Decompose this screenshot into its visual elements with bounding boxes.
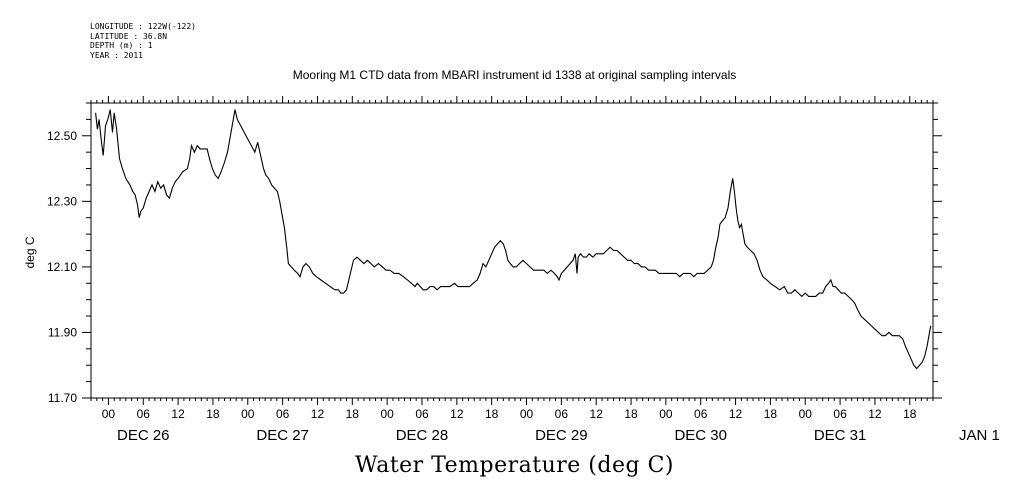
x-tick-label: 06 (694, 407, 708, 421)
x-tick-label: 18 (764, 407, 778, 421)
x-tick-label: 00 (241, 407, 255, 421)
x-tick-label: 00 (799, 407, 813, 421)
plot-frame (90, 102, 934, 399)
y-tick-label: 12.50 (47, 129, 77, 143)
x-tick-label: 12 (729, 407, 743, 421)
x-tick-label: 06 (276, 407, 290, 421)
longitude-label: LONGITUDE : 122W(-122) (90, 22, 196, 31)
x-tick-label: 00 (380, 407, 394, 421)
x-tick-label: 18 (903, 407, 917, 421)
series-line-water-temperature (95, 109, 932, 370)
y-tick-label: 12.30 (47, 194, 77, 208)
y-tick-label: 11.90 (48, 325, 77, 339)
y-axis-label: deg C (23, 236, 37, 268)
x-tick-label: 06 (415, 407, 429, 421)
x-axis-title: Water Temperature (deg C) (355, 453, 674, 478)
metadata-block: LONGITUDE : 122W(-122) LATITUDE : 36.8N … (90, 22, 196, 60)
y-tick-label: 12.10 (47, 260, 77, 274)
x-tick-label: 12 (450, 407, 464, 421)
x-tick-label: 18 (206, 407, 220, 421)
x-tick-label: 18 (624, 407, 638, 421)
x-tick-label: 12 (171, 407, 185, 421)
x-tick-label: 18 (346, 407, 360, 421)
x-day-label: DEC 26 (117, 427, 170, 444)
x-tick-label: 06 (555, 407, 569, 421)
y-tick-label: 11.70 (48, 391, 77, 405)
x-tick-label: 00 (102, 407, 116, 421)
x-day-label: DEC 29 (535, 427, 588, 444)
x-day-label: DEC 31 (814, 427, 867, 444)
x-tick-label: 12 (590, 407, 604, 421)
x-tick-label: 00 (520, 407, 534, 421)
latitude-label: LATITUDE : 36.8N (90, 31, 168, 41)
x-tick-label: 18 (485, 407, 499, 421)
x-day-label: DEC 28 (396, 427, 449, 444)
x-tick-label: 06 (137, 407, 151, 421)
chart-title: Mooring M1 CTD data from MBARI instrumen… (292, 68, 737, 82)
x-tick-label: 12 (311, 407, 325, 421)
x-day-label: DEC 30 (674, 427, 727, 444)
x-day-label: JAN 1 (959, 427, 1000, 444)
x-tick-label: 06 (833, 407, 847, 421)
year-label: YEAR : 2011 (90, 50, 143, 60)
x-tick-label: 12 (868, 407, 882, 421)
x-tick-label: 00 (659, 407, 673, 421)
depth-label: DEPTH (m) : 1 (90, 41, 153, 50)
x-day-label: DEC 27 (256, 427, 309, 444)
